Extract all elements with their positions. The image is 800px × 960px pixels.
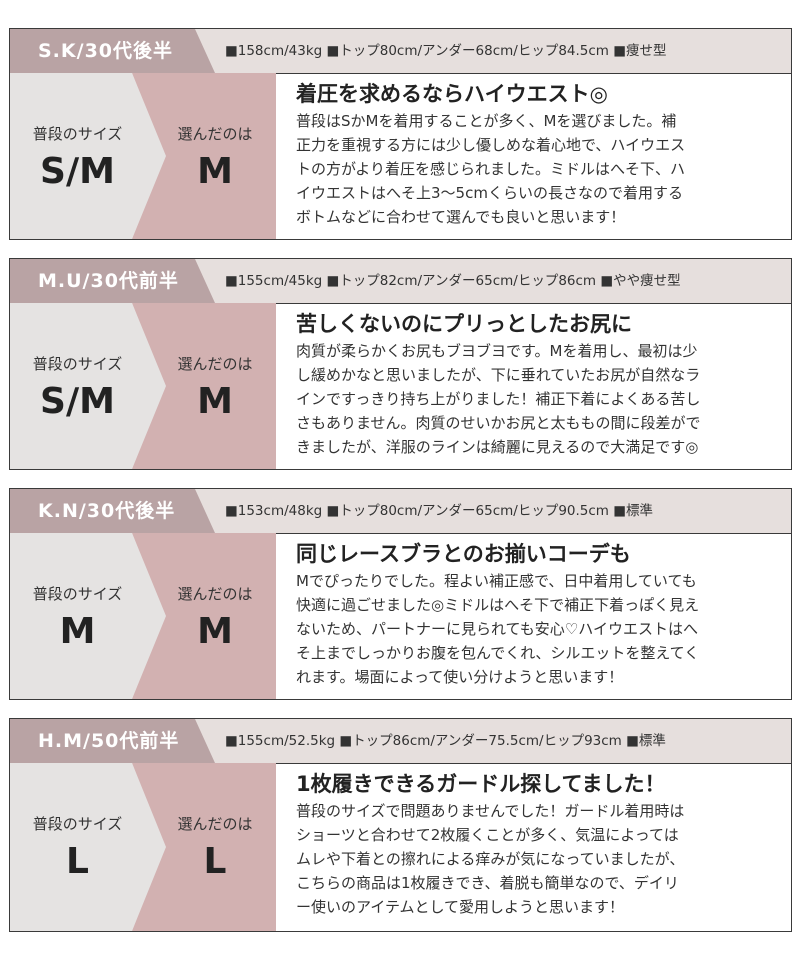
reviewer-name: K.N/30代後半 — [10, 489, 215, 533]
comment-line: ないため、パートナーに見られても安心♡ハイウエストはへ — [296, 620, 698, 638]
usual-size-value: M — [59, 611, 96, 652]
reviewer-stats: ■155cm/52.5kg ■トップ86cm/アンダー75.5cm/ヒップ93c… — [225, 733, 666, 749]
comment-line: そ上までしっかりお腹を包んでくれ、シルエットを整えてく — [296, 644, 700, 662]
comment-line: こちらの商品は1枚履きでき、着脱も簡単なので、デイリ — [296, 874, 679, 892]
comment-line: れます。場面によって使い分けようと思います！ — [296, 668, 624, 686]
review-body: 普段のサイズ S/M 選んだのは M 着圧を求めるならハイウエスト◎ 普段はSか… — [10, 73, 791, 239]
reviewer-stats: ■155cm/45kg ■トップ82cm/アンダー65cm/ヒップ86cm ■や… — [225, 273, 681, 289]
comment-line: 普段のサイズで問題ありませんでした！ガードル着用時は — [296, 802, 685, 820]
chosen-size-label: 選んだのは — [177, 815, 253, 833]
usual-size-value: L — [66, 841, 89, 882]
reviewer-stats: ■158cm/43kg ■トップ80cm/アンダー68cm/ヒップ84.5cm … — [225, 43, 667, 59]
usual-size-label: 普段のサイズ — [32, 585, 123, 603]
review-title: 着圧を求めるならハイウエスト◎ — [296, 82, 608, 106]
review-body: 普段のサイズ M 選んだのは M 同じレースブラとのお揃いコーデも Mでぴったり… — [10, 533, 791, 699]
chosen-size-label: 選んだのは — [177, 585, 253, 603]
comment-line: トの方がより着圧を感じられました。ミドルはへそ下、ハ — [296, 160, 685, 178]
reviewer-stats: ■153cm/48kg ■トップ80cm/アンダー65cm/ヒップ90.5cm … — [225, 503, 653, 519]
comment-line: 普段はSかMを着用することが多く、Mを選びました。補 — [296, 112, 677, 130]
review-text: 苦しくないのにプリっとしたお尻に 肉質が柔らかくお尻もブヨブヨです。Mを着用し、… — [296, 309, 783, 459]
chosen-size-label: 選んだのは — [177, 125, 253, 143]
chosen-size-value: L — [203, 841, 227, 882]
usual-size-value: S/M — [40, 381, 115, 422]
chosen-size-label: 選んだのは — [177, 355, 253, 373]
chosen-size-value: M — [197, 151, 233, 192]
reviewer-name: M.U/30代前半 — [10, 259, 215, 303]
review-comment: 肉質が柔らかくお尻もブヨブヨです。Mを着用し、最初は少 し緩めかなと思いましたが、… — [296, 339, 783, 459]
review-card: S.K/30代後半 ■158cm/43kg ■トップ80cm/アンダー68cm/… — [9, 28, 792, 240]
comment-line: ムレや下着との擦れによる痒みが気になっていましたが、 — [296, 850, 685, 868]
review-card: H.M/50代前半 ■155cm/52.5kg ■トップ86cm/アンダー75.… — [9, 718, 792, 932]
review-header: M.U/30代前半 ■155cm/45kg ■トップ82cm/アンダー65cm/… — [10, 259, 791, 304]
review-text: 同じレースブラとのお揃いコーデも Mでぴったりでした。程よい補正感で、日中着用し… — [296, 539, 783, 689]
comment-line: インですっきり持ち上がりました！補正下着によくある苦し — [296, 390, 701, 408]
review-title: 1枚履きできるガードル探してました！ — [296, 772, 666, 796]
comment-line: し緩めかなと思いましたが、下に垂れていたお尻が自然なラ — [296, 366, 701, 384]
usual-size-label: 普段のサイズ — [32, 815, 123, 833]
review-header: H.M/50代前半 ■155cm/52.5kg ■トップ86cm/アンダー75.… — [10, 719, 791, 764]
review-text: 着圧を求めるならハイウエスト◎ 普段はSかMを着用することが多く、Mを選びました… — [296, 79, 783, 229]
reviewer-name: H.M/50代前半 — [10, 719, 215, 763]
comment-line: ー使いのアイテムとして愛用しようと思います！ — [296, 898, 625, 916]
review-comment: Mでぴったりでした。程よい補正感で、日中着用していても 快適に過ごせました◎ミドル… — [296, 569, 783, 689]
comment-line: 正力を重視する方には少し優しめな着心地で、ハイウエス — [296, 136, 686, 154]
comment-line: きましたが、洋服のラインは綺麗に見えるので大満足です◎ — [296, 438, 699, 456]
usual-size-value: S/M — [40, 151, 115, 192]
comment-line: Mでぴったりでした。程よい補正感で、日中着用していても — [296, 572, 697, 590]
review-header: K.N/30代後半 ■153cm/48kg ■トップ80cm/アンダー65cm/… — [10, 489, 791, 534]
review-body: 普段のサイズ L 選んだのは L 1枚履きできるガードル探してました！ 普段のサ… — [10, 763, 791, 931]
usual-size-label: 普段のサイズ — [32, 125, 123, 143]
review-comment: 普段のサイズで問題ありませんでした！ガードル着用時は ショーツと合わせて2枚履くこ… — [296, 799, 783, 919]
comment-line: ボトムなどに合わせて選んでも良いと思います！ — [296, 208, 626, 226]
usual-size-label: 普段のサイズ — [32, 355, 123, 373]
review-header: S.K/30代後半 ■158cm/43kg ■トップ80cm/アンダー68cm/… — [10, 29, 791, 74]
chosen-size-value: M — [197, 611, 233, 652]
chosen-size-value: M — [197, 381, 233, 422]
review-card: K.N/30代後半 ■153cm/48kg ■トップ80cm/アンダー65cm/… — [9, 488, 792, 700]
reviewer-name: S.K/30代後半 — [10, 29, 215, 73]
review-title: 同じレースブラとのお揃いコーデも — [296, 542, 631, 566]
review-card: M.U/30代前半 ■155cm/45kg ■トップ82cm/アンダー65cm/… — [9, 258, 792, 470]
review-body: 普段のサイズ S/M 選んだのは M 苦しくないのにプリっとしたお尻に 肉質が柔… — [10, 303, 791, 469]
comment-line: さもありません。肉質のせいかお尻と太ももの間に段差がで — [296, 414, 701, 432]
review-title: 苦しくないのにプリっとしたお尻に — [296, 312, 632, 336]
review-text: 1枚履きできるガードル探してました！ 普段のサイズで問題ありませんでした！ガード… — [296, 769, 783, 919]
comment-line: イウエストはへそ上3〜5cmくらいの長さなので着用する — [296, 184, 683, 202]
comment-line: 肉質が柔らかくお尻もブヨブヨです。Mを着用し、最初は少 — [296, 342, 698, 360]
review-comment: 普段はSかMを着用することが多く、Mを選びました。補 正力を重視する方には少し優し… — [296, 109, 783, 229]
comment-line: 快適に過ごせました◎ミドルはへそ下で補正下着っぽく見え — [296, 596, 700, 614]
comment-line: ショーツと合わせて2枚履くことが多く、気温によっては — [296, 826, 679, 844]
